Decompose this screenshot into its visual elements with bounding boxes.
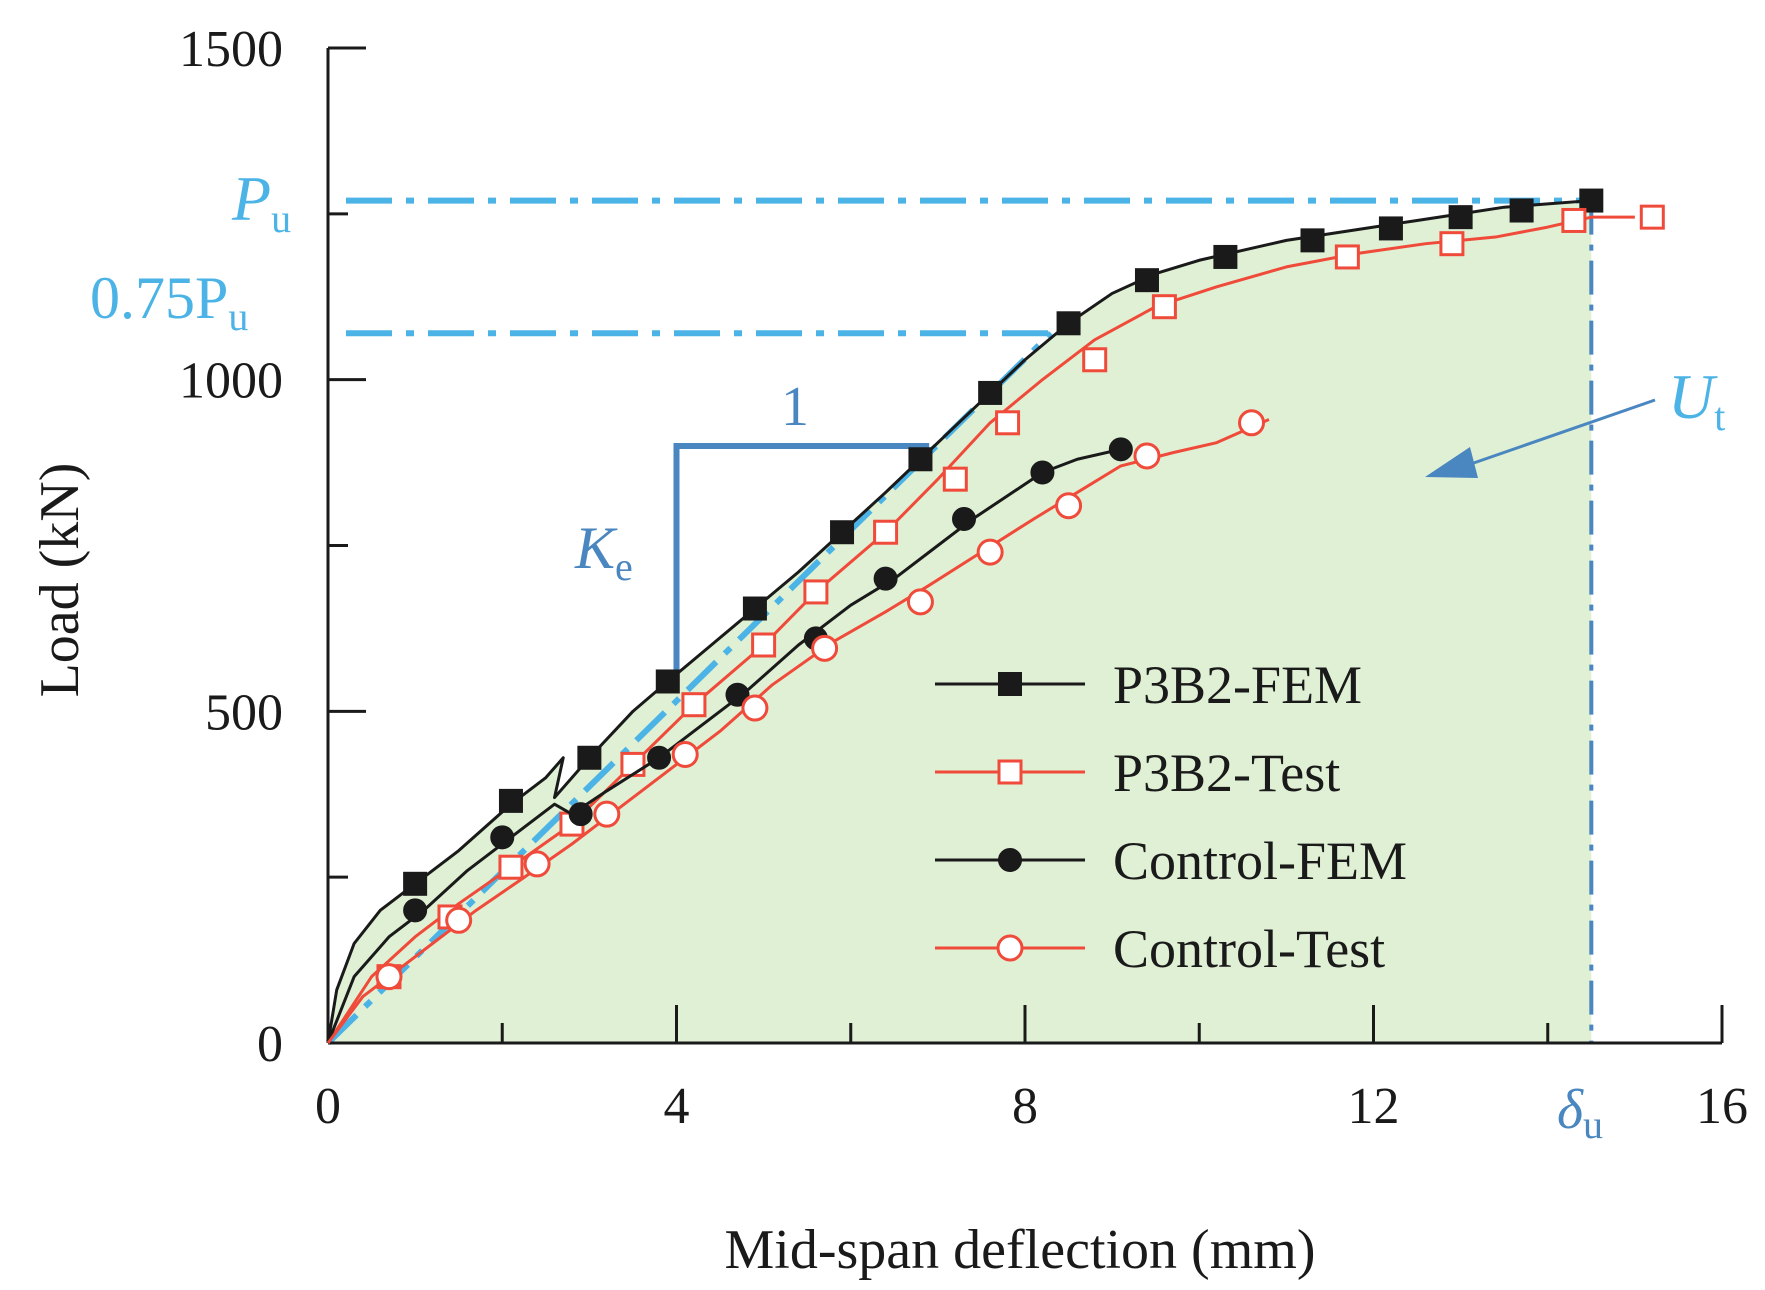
x-tick-label: 16 xyxy=(1696,1078,1748,1135)
data-point-control-test xyxy=(1055,492,1083,520)
data-point-p3b2-test xyxy=(681,692,707,718)
delta-u-label-main: δ xyxy=(1557,1079,1584,1141)
data-point-p3b2-fem xyxy=(1579,188,1604,213)
data-point-p3b2-fem xyxy=(908,447,933,472)
data-point-p3b2-test xyxy=(498,854,524,880)
series-line-control-fem xyxy=(326,447,1122,1044)
delta-u-label-sub: u xyxy=(1583,1102,1603,1147)
p75-label: 0.75Pu xyxy=(90,265,248,339)
data-point-control-test xyxy=(671,740,699,768)
data-point-p3b2-fem xyxy=(577,745,602,770)
energy-shaded-area xyxy=(328,200,1592,1044)
x-tick-label: 4 xyxy=(664,1078,690,1135)
energy-area-layer xyxy=(328,200,1592,1044)
legend: P3B2-FEM P3B2-Test Control-FEM Control-Test xyxy=(935,655,1407,979)
data-point-control-fem xyxy=(568,802,593,827)
x-tick-label: 8 xyxy=(1012,1078,1038,1135)
axes-layer: 0 500 1000 1500 0 4 8 12 16 xyxy=(179,21,1748,1135)
pu-label: Pu xyxy=(231,163,291,241)
x-axis-title: Mid-span deflection (mm) xyxy=(725,1219,1316,1281)
ut-label-main: U xyxy=(1668,361,1718,432)
y-axis-title: Load (kN) xyxy=(29,463,91,698)
x-tick-label: 0 xyxy=(315,1078,341,1135)
data-point-p3b2-fem xyxy=(1134,268,1159,293)
ut-arrow-head xyxy=(1425,447,1478,478)
data-point-p3b2-test xyxy=(1561,207,1587,233)
data-point-control-test xyxy=(523,850,551,878)
data-point-p3b2-test xyxy=(1082,347,1108,373)
data-point-p3b2-test xyxy=(942,466,968,492)
ke-label: Ke xyxy=(574,515,633,589)
y-tick-label: 0 xyxy=(257,1016,283,1073)
data-point-p3b2-fem xyxy=(742,596,767,621)
data-point-p3b2-test xyxy=(1151,294,1177,320)
legend-label-control-test: Control-Test xyxy=(1113,919,1385,979)
data-point-control-test xyxy=(593,800,621,828)
y-tick-label: 500 xyxy=(205,684,283,741)
data-point-p3b2-test xyxy=(803,579,829,605)
x-tick-label: 12 xyxy=(1348,1078,1400,1135)
legend-label-p3b2-fem: P3B2-FEM xyxy=(1113,655,1362,715)
series-line-control-test xyxy=(326,418,1270,1044)
delta-u-label: δu xyxy=(1557,1079,1603,1147)
data-point-p3b2-test xyxy=(1334,244,1360,270)
pu-label-main: P xyxy=(231,163,271,234)
slope-unit-label: 1 xyxy=(781,376,809,438)
data-point-control-fem xyxy=(647,745,672,770)
data-point-control-fem xyxy=(725,682,750,707)
data-point-p3b2-fem xyxy=(1300,228,1325,253)
data-point-p3b2-test xyxy=(1639,204,1665,230)
data-point-p3b2-test xyxy=(1439,231,1465,257)
series-layer xyxy=(326,188,1665,1044)
data-point-p3b2-fem xyxy=(1448,205,1473,230)
data-point-control-fem xyxy=(1030,460,1055,485)
legend-marker-p3b2-test xyxy=(997,759,1023,785)
data-point-control-test xyxy=(741,694,769,722)
data-point-p3b2-fem xyxy=(1509,198,1534,223)
data-point-p3b2-test xyxy=(751,632,777,658)
ke-label-sub: e xyxy=(615,544,633,589)
data-point-p3b2-fem xyxy=(1213,244,1238,269)
data-point-control-test xyxy=(976,538,1004,566)
data-point-control-test xyxy=(1238,409,1266,437)
legend-label-control-fem: Control-FEM xyxy=(1113,831,1407,891)
pu-label-sub: u xyxy=(271,196,291,241)
data-point-control-test xyxy=(811,634,839,662)
data-point-control-fem xyxy=(873,566,898,591)
data-point-p3b2-fem xyxy=(655,669,680,694)
y-tick-label: 1000 xyxy=(179,353,283,410)
ke-label-main: K xyxy=(574,515,618,581)
data-point-p3b2-fem xyxy=(1378,216,1403,241)
data-point-control-fem xyxy=(403,898,428,923)
data-point-p3b2-fem xyxy=(1056,311,1081,336)
data-point-control-test xyxy=(445,906,473,934)
ut-label: Ut xyxy=(1668,361,1725,439)
data-point-p3b2-fem xyxy=(978,380,1003,405)
legend-marker-control-test xyxy=(996,934,1024,962)
p75-label-sub: u xyxy=(228,294,248,339)
legend-marker-control-fem xyxy=(998,848,1022,872)
p75-label-main: 0.75P xyxy=(90,265,228,331)
data-point-control-test xyxy=(375,963,403,991)
data-point-control-fem xyxy=(490,825,515,850)
ut-arrow-shaft xyxy=(1464,398,1656,468)
data-point-p3b2-fem xyxy=(830,520,855,545)
series-line-p3b2-fem xyxy=(326,199,1592,1044)
data-point-p3b2-fem xyxy=(498,788,523,813)
data-point-p3b2-fem xyxy=(403,871,428,896)
legend-marker-p3b2-fem xyxy=(998,672,1022,696)
data-point-p3b2-test xyxy=(873,519,899,545)
data-point-control-test xyxy=(1133,442,1161,470)
data-point-control-test xyxy=(906,588,934,616)
y-tick-label: 1500 xyxy=(179,21,283,78)
data-point-control-fem xyxy=(1108,437,1133,462)
data-point-control-fem xyxy=(952,506,977,531)
legend-label-p3b2-test: P3B2-Test xyxy=(1113,743,1340,803)
stiffness-triangle xyxy=(673,443,930,682)
data-point-p3b2-test xyxy=(620,751,646,777)
data-point-p3b2-test xyxy=(995,410,1021,436)
ut-label-sub: t xyxy=(1714,394,1725,439)
